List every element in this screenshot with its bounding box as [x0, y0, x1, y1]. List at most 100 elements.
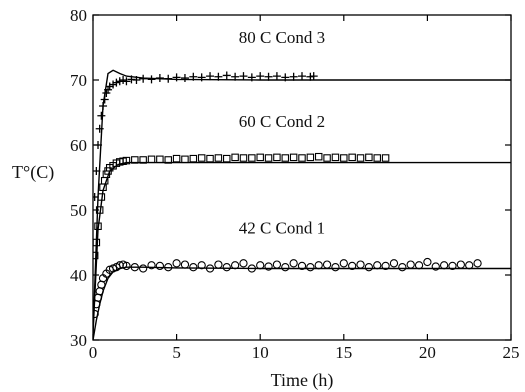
plus-point: [93, 167, 101, 175]
square-point: [248, 154, 256, 162]
plus-point: [164, 74, 173, 83]
circle-point: [147, 261, 156, 270]
circle-point: [93, 309, 99, 319]
plus-point: [109, 80, 118, 89]
circle-point: [331, 263, 340, 272]
circle-point: [448, 261, 457, 271]
circle-point: [130, 263, 139, 272]
circle-point: [264, 262, 273, 271]
circle-point: [155, 261, 165, 271]
circle-point: [356, 260, 365, 269]
circle-point: [180, 260, 190, 269]
square-point: [356, 154, 365, 162]
square-point: [147, 155, 156, 164]
plus-point: [95, 124, 104, 133]
circle-point: [239, 259, 248, 268]
circle-point: [139, 264, 148, 273]
square-point: [189, 154, 198, 163]
x-tick-label: 20: [419, 343, 436, 362]
series-1: [93, 69, 511, 334]
x-tick-label: 15: [335, 343, 352, 362]
square-point: [206, 154, 214, 163]
plus-point: [231, 72, 240, 81]
plus-point: [239, 72, 248, 81]
plus-point: [214, 72, 223, 81]
circle-point: [297, 261, 307, 271]
circle-point: [205, 264, 215, 273]
square-point: [139, 156, 147, 164]
plus-point: [289, 72, 298, 81]
circle-point: [381, 261, 390, 271]
square-point: [264, 154, 273, 162]
circle-point: [214, 260, 223, 269]
plus-point: [139, 74, 148, 83]
fit-line-1: [93, 69, 511, 334]
circle-point: [230, 261, 240, 270]
circle-point: [389, 259, 399, 268]
plus-point: [222, 71, 231, 80]
circle-point: [406, 260, 415, 269]
plus-point: [197, 73, 206, 82]
circle-point: [272, 260, 282, 269]
circle-point: [172, 259, 181, 268]
annotation-1: 80 C Cond 3: [239, 28, 325, 47]
circle-point: [414, 261, 424, 270]
x-tick-label: 0: [89, 343, 98, 362]
plot-layer: [93, 69, 511, 340]
circle-point: [439, 261, 449, 270]
plus-point: [115, 77, 124, 86]
circle-point: [423, 257, 432, 267]
plus-point: [147, 75, 156, 84]
square-point: [381, 154, 390, 162]
plus-point: [99, 102, 108, 110]
axes-layer: [92, 14, 512, 341]
square-point: [223, 154, 231, 163]
circle-point: [122, 261, 131, 271]
axes-frame: [92, 14, 512, 341]
circle-point: [189, 263, 198, 272]
plus-point: [256, 72, 265, 81]
circle-point: [398, 263, 407, 272]
square-point: [122, 156, 131, 165]
circle-point: [256, 261, 265, 270]
circle-point: [431, 262, 440, 271]
square-point: [331, 153, 340, 162]
plus-point: [264, 72, 273, 81]
square-point: [373, 154, 381, 162]
plus-point: [119, 76, 128, 84]
circle-point: [373, 261, 382, 270]
square-point: [172, 154, 181, 163]
plus-point: [189, 72, 198, 81]
square-point: [289, 153, 298, 162]
square-point: [348, 153, 356, 162]
series-3: [93, 257, 511, 340]
y-tick-label: 30: [70, 331, 87, 350]
circle-point: [473, 259, 482, 268]
y-tick-label: 70: [70, 71, 87, 90]
series-2: [93, 152, 511, 334]
circle-point: [222, 263, 231, 272]
square-point: [323, 154, 331, 162]
plus-point: [180, 74, 189, 83]
circle-point: [289, 259, 298, 268]
square-point: [97, 193, 106, 201]
y-tick-label: 60: [70, 136, 87, 155]
circle-point: [339, 259, 348, 268]
y-tick-label: 80: [70, 6, 87, 25]
plus-point: [105, 82, 114, 91]
circle-point: [364, 263, 374, 272]
square-point: [181, 155, 189, 164]
y-tick-label: 50: [70, 201, 87, 220]
square-point: [281, 154, 290, 162]
square-point: [214, 154, 223, 162]
plus-point: [97, 111, 106, 120]
circle-point: [348, 261, 357, 271]
square-point: [365, 153, 373, 162]
plus-point: [298, 72, 306, 81]
plus-point: [272, 72, 281, 81]
fit-line-2: [93, 161, 511, 334]
plus-point: [309, 72, 318, 81]
x-tick-label: 25: [503, 343, 520, 362]
circle-point: [456, 260, 465, 269]
circle-point: [164, 263, 173, 272]
